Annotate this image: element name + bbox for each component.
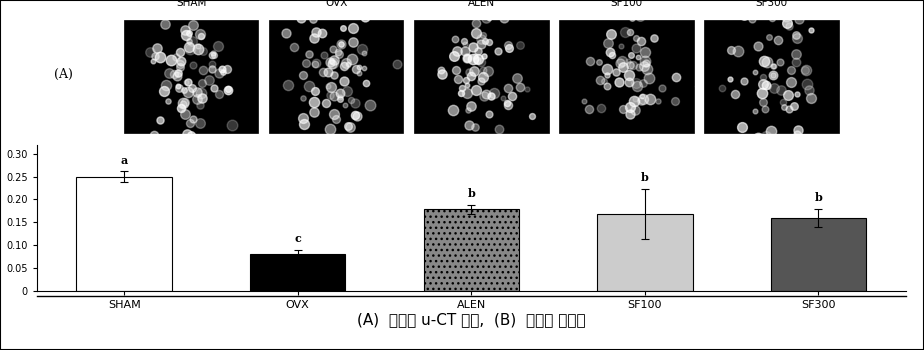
Text: b: b <box>468 188 475 199</box>
Text: OVX: OVX <box>325 0 347 8</box>
Bar <box>771 218 866 291</box>
Bar <box>423 210 519 291</box>
Text: SF300: SF300 <box>755 0 787 8</box>
FancyBboxPatch shape <box>124 20 259 133</box>
Bar <box>250 254 346 291</box>
FancyBboxPatch shape <box>414 20 549 133</box>
Text: b: b <box>641 173 649 183</box>
Text: a: a <box>120 155 128 166</box>
Bar <box>597 214 692 291</box>
FancyBboxPatch shape <box>559 20 694 133</box>
Text: c: c <box>294 233 301 244</box>
Bar <box>77 176 172 291</box>
Text: SF100: SF100 <box>610 0 642 8</box>
Text: b: b <box>814 192 822 203</box>
Text: ALEN: ALEN <box>468 0 494 8</box>
FancyBboxPatch shape <box>269 20 404 133</box>
Text: (A): (A) <box>55 68 73 81</box>
FancyBboxPatch shape <box>704 20 839 133</box>
Text: (A)  골밀도 u-CT 사진,  (B)  골밀도 측정치: (A) 골밀도 u-CT 사진, (B) 골밀도 측정치 <box>357 312 586 327</box>
Text: SHAM: SHAM <box>176 0 206 8</box>
